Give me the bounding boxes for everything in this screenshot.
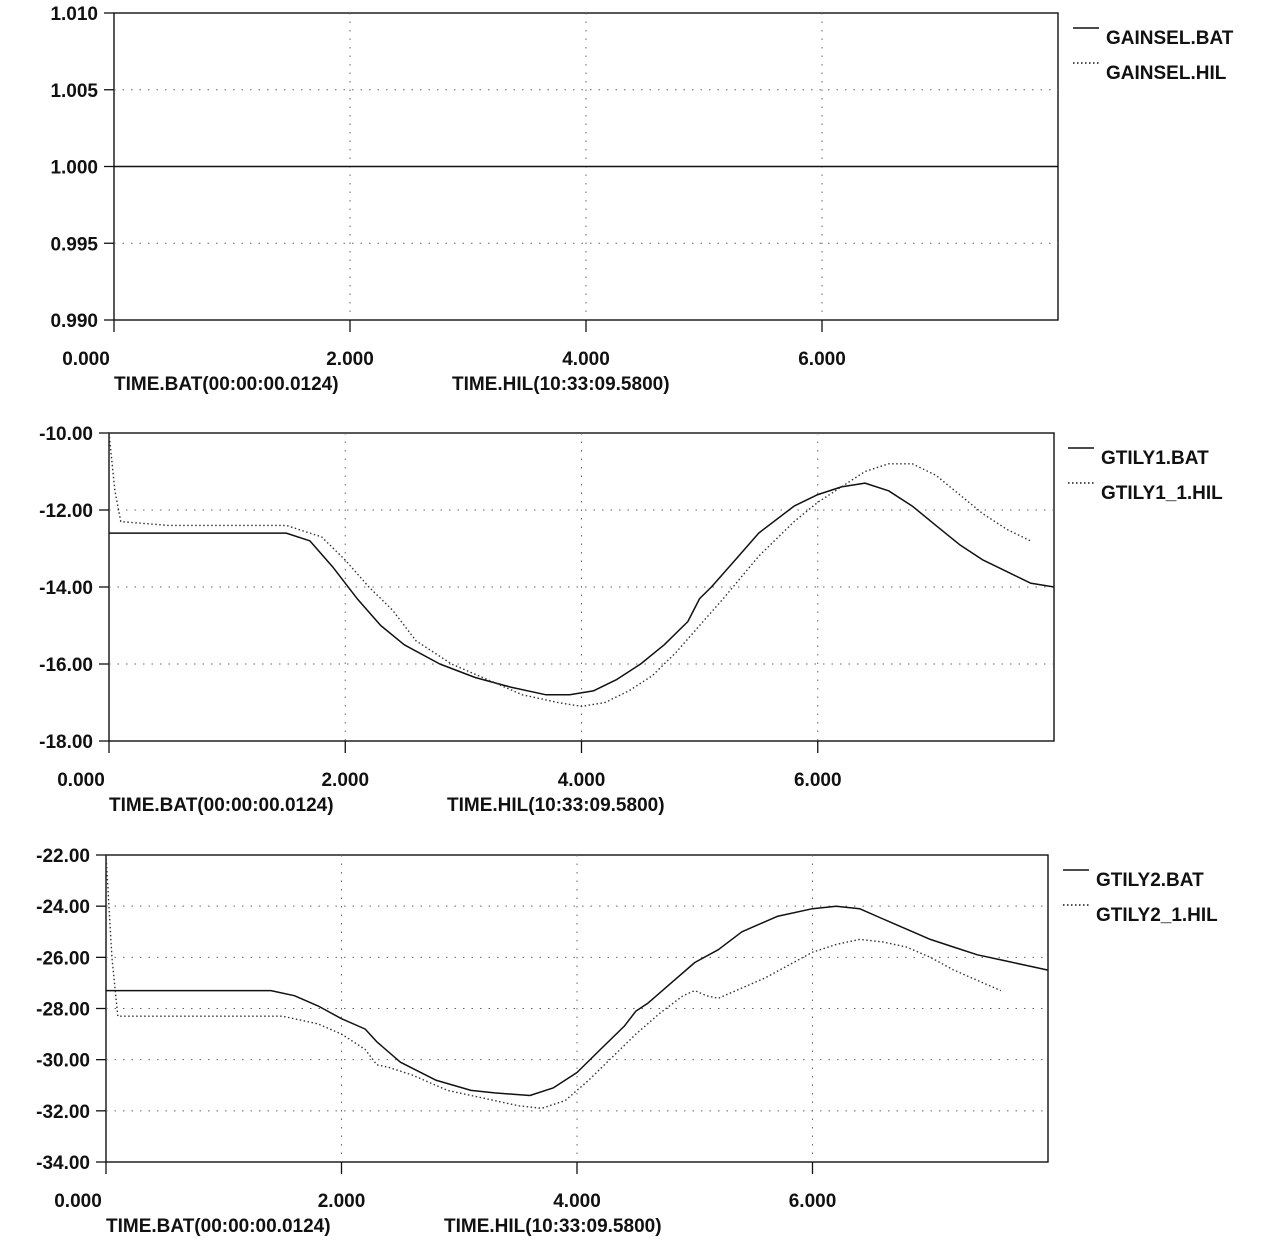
x-tick-label: 6.000 [789, 1191, 837, 1212]
y-tick-label: -18.00 [39, 732, 93, 753]
y-tick-label: -22.00 [36, 846, 90, 867]
legend-label: GTILY2.BAT [1096, 870, 1204, 891]
legend-label: GTILY2_1.HIL [1096, 905, 1218, 926]
x-axis-label-bat: TIME.BAT(00:00:00.0124) [106, 1216, 331, 1237]
x-axis-label-bat: TIME.BAT(00:00:00.0124) [114, 374, 339, 395]
x-axis-label-bat: TIME.BAT(00:00:00.0124) [109, 795, 334, 816]
x-axis-label-hil: TIME.HIL(10:33:09.5800) [447, 795, 665, 816]
y-tick-label: -12.00 [39, 501, 93, 522]
x-tick-label: 2.000 [321, 770, 369, 791]
x-tick-label: 2.000 [326, 349, 374, 370]
x-tick-label: 0.000 [62, 349, 110, 370]
series-line-gtily2-bat [106, 905, 1049, 1097]
x-tick-label: 2.000 [318, 1191, 366, 1212]
series-line-gtily1-1-hil [108, 432, 1031, 708]
x-tick-label: 4.000 [558, 770, 606, 791]
x-tick-label: 0.000 [57, 770, 105, 791]
y-tick-label: -14.00 [39, 578, 93, 599]
legend-label: GTILY1_1.HIL [1101, 483, 1223, 504]
y-tick-label: -10.00 [39, 424, 93, 445]
y-tick-label: -24.00 [36, 897, 90, 918]
x-axis-label-hil: TIME.HIL(10:33:09.5800) [452, 374, 670, 395]
y-tick-label: -32.00 [36, 1102, 90, 1123]
y-tick-label: -26.00 [36, 948, 90, 969]
legend-label: GAINSEL.BAT [1106, 28, 1234, 49]
chart-panel-1: 1.010 1.005 1.000 0.995 0.990 0.000 2.000 4.000… [50, 4, 1233, 395]
y-tick-label: 1.000 [50, 158, 98, 179]
x-tick-label: 0.000 [54, 1191, 102, 1212]
legend-label: GAINSEL.HIL [1106, 63, 1227, 84]
chart-panel-2: -10.00 -12.00 -14.00 -16.00 -18.00 0.000 2.000… [39, 424, 1223, 816]
y-tick-label: 0.990 [50, 311, 98, 332]
x-tick-label: 4.000 [562, 349, 610, 370]
x-tick-label: 6.000 [794, 770, 842, 791]
y-tick-label: 1.005 [50, 81, 98, 102]
y-tick-label: 1.010 [50, 4, 98, 25]
x-tick-label: 4.000 [553, 1191, 601, 1212]
x-tick-label: 6.000 [798, 349, 846, 370]
series-line-gtily1-bat [109, 482, 1055, 696]
y-tick-label: -16.00 [39, 655, 93, 676]
x-axis-label-hil: TIME.HIL(10:33:09.5800) [444, 1216, 662, 1237]
y-tick-label: 0.995 [50, 234, 98, 255]
y-tick-label: -30.00 [36, 1051, 90, 1072]
y-tick-label: -34.00 [36, 1153, 90, 1174]
series-line-gtily2-1-hil [105, 854, 1002, 1110]
chart-panel-3: -22.00 -24.00 -26.00 -28.00 -30.00 -32.00 -34.… [36, 846, 1218, 1237]
y-tick-label: -28.00 [36, 1000, 90, 1021]
legend-label: GTILY1.BAT [1101, 448, 1209, 469]
